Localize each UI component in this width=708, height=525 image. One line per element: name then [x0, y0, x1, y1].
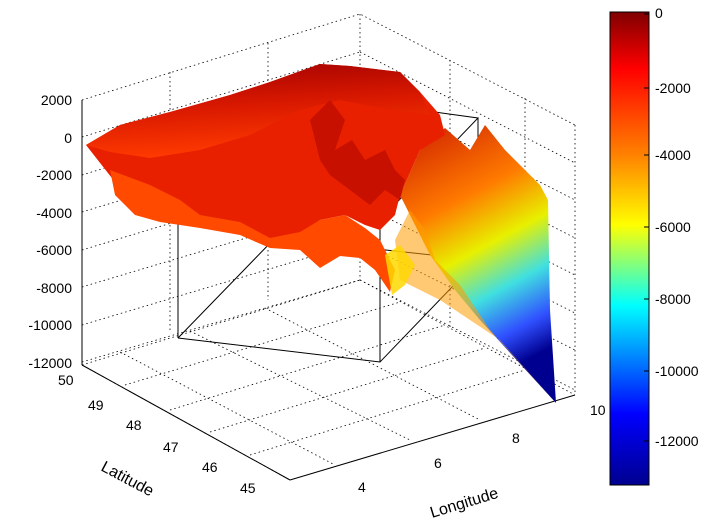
z-tick: -4000	[36, 205, 72, 221]
y-tick: 50	[58, 372, 74, 388]
x-tick: 8	[512, 430, 520, 446]
surface-plateau	[86, 64, 430, 158]
y-tick: 45	[240, 480, 256, 496]
y-tick: 49	[88, 397, 104, 413]
colorbar-tick: -4000	[655, 147, 691, 163]
colorbar-tick: -12000	[655, 433, 699, 449]
z-tick: 2000	[41, 92, 72, 108]
z-tick: -6000	[36, 242, 72, 258]
axes	[81, 100, 576, 481]
z-tick: -10000	[28, 317, 72, 333]
latitude-label: Latitude	[98, 459, 156, 501]
z-tick: -12000	[28, 355, 72, 371]
surface-valley	[385, 245, 415, 295]
colorbar: 0 -2000 -4000 -6000 -8000 -10000 -12000	[609, 5, 699, 486]
colorbar-tick: -8000	[655, 291, 691, 307]
longitude-label: Longitude	[428, 485, 500, 522]
y-tick-labels: 50 49 48 47 46 45	[58, 372, 256, 496]
z-tick-labels: 2000 0 -2000 -4000 -6000 -8000 -10000 -1…	[28, 92, 72, 371]
colorbar-tick: -2000	[655, 80, 691, 96]
surface-peaks	[310, 100, 405, 205]
colorbar-tick: -10000	[655, 363, 699, 379]
surface-slope-side	[395, 210, 556, 403]
colorbar-tick: -6000	[655, 219, 691, 235]
y-tick: 47	[163, 439, 179, 455]
colorbar-gradient	[609, 11, 650, 486]
z-tick: -2000	[36, 167, 72, 183]
x-tick: 6	[434, 455, 442, 471]
surface	[86, 64, 556, 403]
surface-front	[110, 170, 395, 292]
z-tick: 0	[64, 130, 72, 146]
colorbar-tick: 0	[655, 5, 663, 21]
y-tick: 48	[126, 417, 142, 433]
x-tick: 4	[358, 479, 366, 495]
surface-slope	[400, 125, 556, 403]
x-tick: 10	[590, 402, 606, 418]
surface-ridge	[86, 64, 445, 242]
z-tick: -8000	[36, 280, 72, 296]
y-tick: 46	[202, 459, 218, 475]
x-tick-labels: 4 6 8 10	[358, 402, 606, 495]
